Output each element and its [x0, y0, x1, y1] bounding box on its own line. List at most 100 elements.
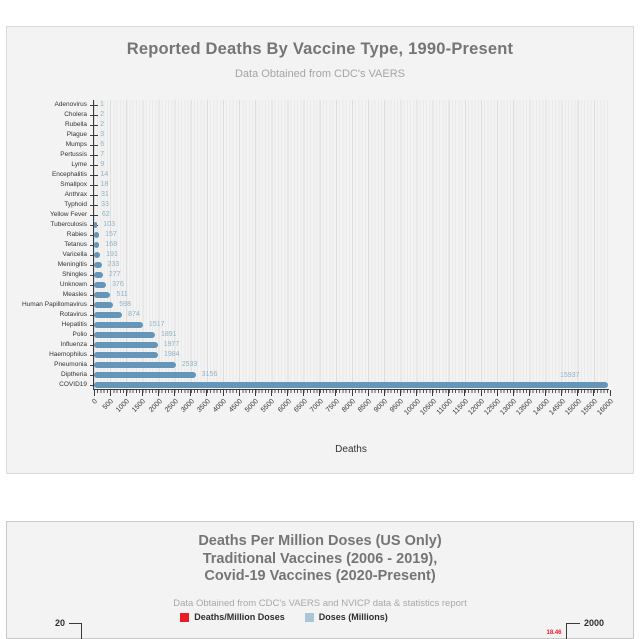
chart2-covid-bar-value-label: 18.46	[546, 630, 562, 636]
xaxis-tick	[335, 390, 337, 396]
xaxis-tick	[254, 390, 256, 396]
category-label: Plague	[66, 130, 87, 138]
xaxis-tick	[238, 390, 240, 396]
xaxis-tick	[464, 390, 466, 396]
xaxis-tick	[545, 390, 546, 396]
legend-label-doses-millions: Doses (Millions)	[318, 612, 388, 622]
bar-value-label: 14	[100, 170, 109, 178]
bar	[94, 332, 155, 338]
yaxis-tick	[90, 184, 98, 186]
bar	[94, 322, 143, 328]
yaxis-tick	[90, 104, 98, 106]
xaxis-tick	[319, 390, 321, 396]
bar	[94, 262, 102, 268]
chart1-plot-area: Adenovirus 1 Cholera 2 Rubella 2 Plague 3 Mumps 6…	[22, 100, 615, 417]
bar	[94, 282, 107, 288]
bar	[94, 372, 196, 378]
category-label: Diptheria	[60, 370, 87, 378]
category-label: Tetanus	[64, 240, 87, 248]
category-label: Cholera	[64, 110, 87, 118]
category-label: Unknown	[59, 280, 87, 288]
bar-value-label: 1891	[160, 330, 177, 338]
category-label: Yellow Fever	[50, 210, 87, 218]
category-label: Rabies	[66, 230, 87, 238]
bar-value-label: 1	[100, 100, 104, 108]
xaxis-tick	[609, 390, 611, 396]
bar-value-label: 157	[105, 230, 117, 238]
legend-item-deaths-per-million: Deaths/Million Doses	[180, 612, 285, 622]
yaxis-tick	[90, 124, 98, 126]
bar-value-label: 62	[101, 210, 110, 218]
bar	[94, 312, 123, 318]
chart2-subtitle: Data Obtained from CDC's VAERS and NVICP…	[173, 598, 467, 609]
category-label: Rotavirus	[59, 310, 87, 318]
xaxis-tick	[512, 390, 514, 396]
xaxis-tick	[287, 390, 288, 396]
bar	[94, 302, 114, 308]
chart2-legend: Deaths/Million Doses Doses (Millions)	[0, 612, 597, 622]
bar-value-label: 9	[100, 160, 105, 168]
xaxis-tick	[174, 390, 176, 396]
xaxis-tick	[109, 390, 111, 396]
bar	[94, 352, 158, 358]
yaxis-tick	[90, 154, 98, 156]
bar-value-label: 598	[119, 300, 131, 308]
xaxis-tick	[206, 390, 208, 396]
category-label: Human Papillomavirus	[21, 300, 87, 308]
chart2-title-line1: Deaths Per Million Doses (US Only)	[198, 533, 442, 549]
legend-label-deaths-per-million: Deaths/Million Doses	[194, 612, 285, 622]
bar-value-label: 31	[100, 190, 109, 198]
bar-value-label: 191	[106, 250, 118, 258]
xaxis-tick	[416, 390, 417, 396]
category-label: Influenza	[60, 340, 87, 348]
category-label: Pertussis	[60, 150, 87, 158]
xaxis-tick	[496, 390, 498, 396]
category-label: Varicella	[62, 250, 87, 258]
bar	[94, 252, 101, 258]
yaxis-tick	[90, 134, 98, 136]
category-label: Pneumonia	[54, 360, 87, 368]
category-label: Polio	[72, 330, 87, 338]
chart1-subtitle: Data Obtained from CDC's VAERS	[234, 68, 405, 80]
bar-value-label: 2	[100, 110, 104, 118]
bar-value-label: 33	[101, 200, 109, 208]
bar-value-label: 103	[103, 220, 115, 228]
bar-value-label: 1517	[148, 320, 165, 328]
chart2-title-line2: Traditional Vaccines (2006 - 2019),	[202, 550, 438, 567]
xaxis-tick	[480, 390, 482, 396]
yaxis-tick	[90, 144, 98, 146]
xaxis-tick	[399, 390, 401, 396]
bar	[94, 222, 98, 228]
category-label: Adenovirus	[54, 100, 87, 108]
bar-value-label: 2533	[181, 360, 198, 368]
category-label: Mumps	[65, 140, 87, 148]
xaxis-tick	[593, 390, 595, 396]
xaxis-tick	[190, 390, 192, 396]
chart2-left-axis-top-tick: 20	[54, 618, 65, 628]
xaxis-tick	[448, 390, 450, 396]
bar-value-label: 15937	[559, 372, 580, 379]
chart2-title: Deaths Per Million Doses (US Only) Tradi…	[7, 533, 633, 586]
chart1-title: Reported Deaths By Vaccine Type, 1990-Pr…	[126, 40, 514, 58]
legend-swatch-red-icon	[180, 612, 190, 622]
chart2-left-axis-tickmark	[69, 623, 82, 624]
xaxis-tick	[577, 390, 579, 396]
category-label: Rubella	[64, 120, 87, 128]
xaxis-tick	[222, 390, 224, 396]
bar	[94, 382, 608, 388]
category-label: Lyme	[71, 160, 87, 168]
xaxis-tick	[141, 390, 143, 396]
category-label: Meningitis	[57, 260, 87, 268]
yaxis-tick	[90, 214, 98, 216]
bar-value-label: 18	[100, 180, 109, 188]
xaxis-tick	[270, 390, 272, 396]
chart1-xaxis-title: Deaths	[335, 444, 367, 455]
category-label: Smallpox	[60, 180, 87, 188]
chart2-left-axis-spine	[81, 623, 82, 639]
category-label: COVID19	[59, 380, 87, 388]
bar-value-label: 1977	[163, 340, 180, 348]
bar	[94, 272, 103, 278]
bar-value-label: 277	[108, 270, 121, 278]
bar	[94, 292, 111, 298]
